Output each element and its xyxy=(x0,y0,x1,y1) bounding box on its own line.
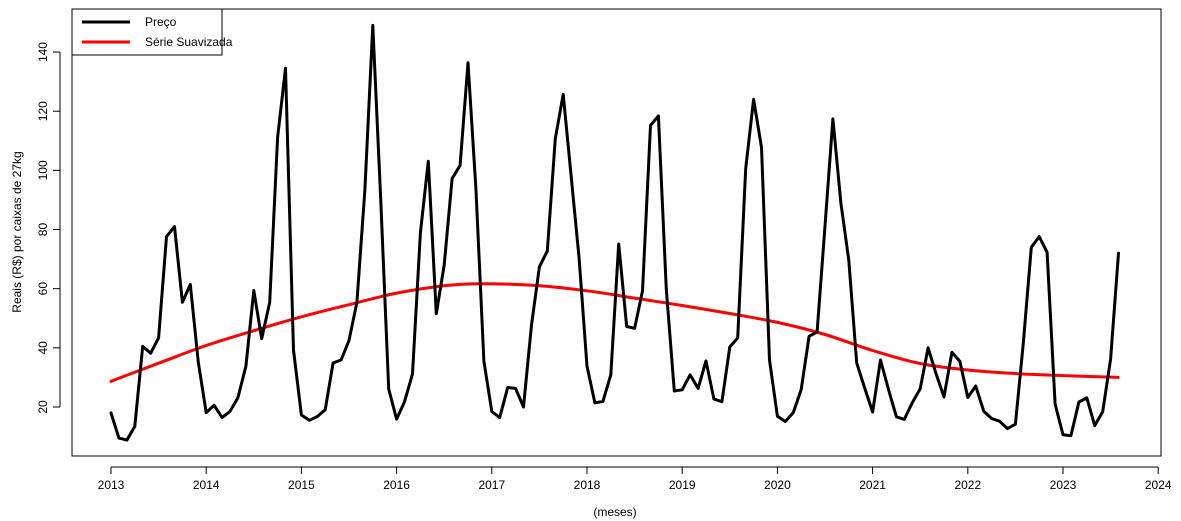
y-tick-label: 60 xyxy=(36,282,50,296)
y-tick-label: 20 xyxy=(36,400,50,414)
y-tick-label: 100 xyxy=(36,160,50,180)
y-tick-label: 40 xyxy=(36,341,50,355)
x-tick-label: 2019 xyxy=(669,478,696,492)
x-tick-label: 2022 xyxy=(954,478,981,492)
y-axis-title: Reais (R$) por caixas de 27kg xyxy=(10,151,24,312)
x-tick-label: 2013 xyxy=(98,478,125,492)
legend: Preço Série Suavizada xyxy=(71,8,233,56)
y-tick-label: 80 xyxy=(36,223,50,237)
series-line-smoothed xyxy=(109,282,1120,383)
x-axis: 2013 2014 2015 2016 2017 2018 2019 2020 2021 2022… xyxy=(98,466,1172,492)
x-tick-label: 2016 xyxy=(383,478,410,492)
x-tick-label: 2023 xyxy=(1050,478,1077,492)
x-tick-label: 2015 xyxy=(288,478,315,492)
x-tick-label: 2014 xyxy=(193,478,220,492)
series-line-price xyxy=(109,23,1120,442)
plot-frame xyxy=(71,8,1162,457)
y-tick-label: 140 xyxy=(36,42,50,62)
x-tick-label: 2024 xyxy=(1145,478,1172,492)
x-axis-title: (meses) xyxy=(593,505,636,519)
y-tick-label: 120 xyxy=(36,101,50,121)
x-tick-label: 2018 xyxy=(574,478,601,492)
legend-label-smoothed: Série Suavizada xyxy=(145,35,233,49)
x-tick-label: 2021 xyxy=(859,478,886,492)
y-axis: 20 40 60 80 100 120 140 xyxy=(36,42,61,414)
x-tick-label: 2020 xyxy=(764,478,791,492)
x-tick-label: 2017 xyxy=(478,478,505,492)
legend-label-price: Preço xyxy=(145,15,177,29)
legend-box xyxy=(71,8,223,56)
